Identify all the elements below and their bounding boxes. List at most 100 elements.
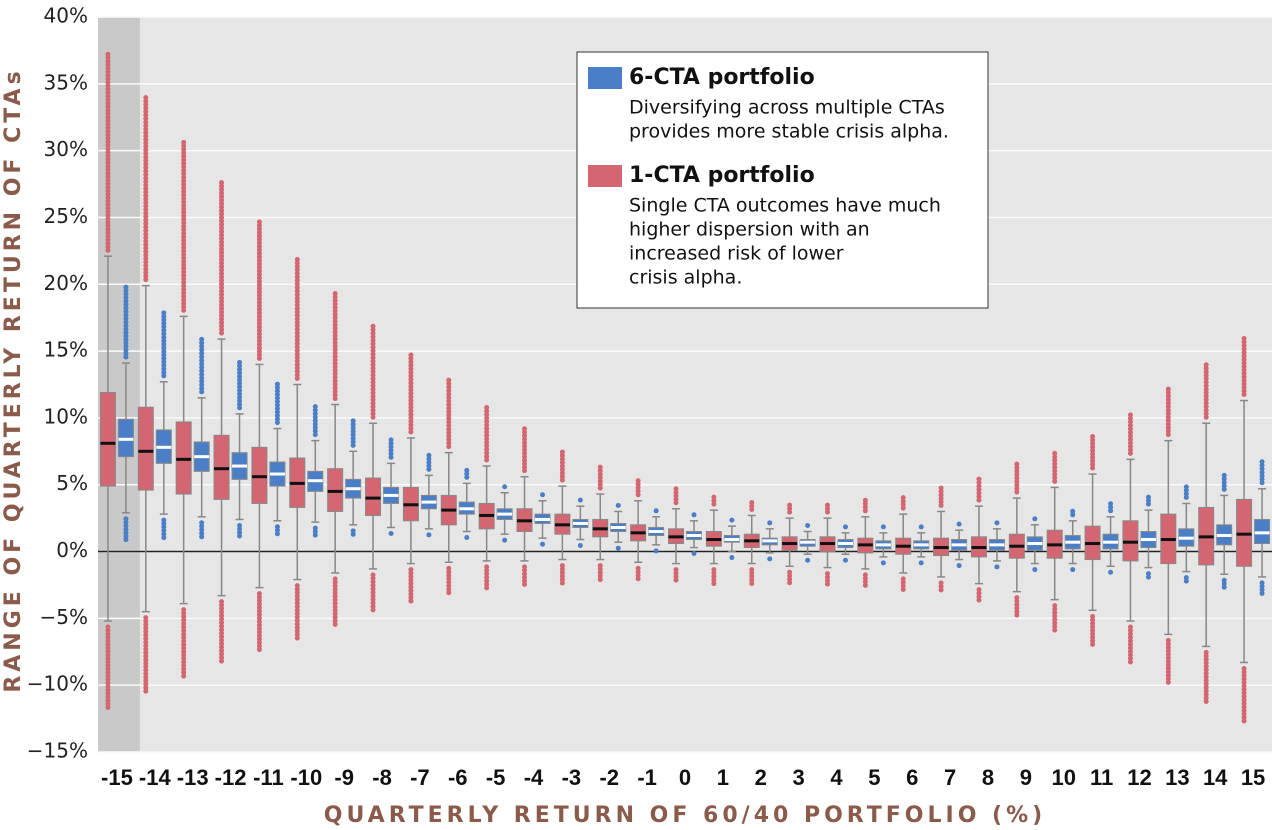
box-group [895,492,912,593]
box-group [99,50,116,714]
box-group [837,524,854,563]
legend: 6-CTA portfolio Diversifying across multi… [576,51,989,309]
x-tick-label: -9 [334,765,354,790]
box-group [781,500,798,587]
x-tick-label: -15 [101,765,133,790]
box-group [478,402,495,592]
box-group [1160,386,1177,687]
box-group [761,520,778,562]
box-group [1084,431,1101,648]
y-tick-label: −15% [27,739,88,763]
x-tick-label: 9 [1020,765,1032,790]
box-group [213,178,230,667]
x-tick-label: -11 [253,765,284,790]
box-group [1064,507,1081,575]
x-tick-label: 12 [1127,765,1151,790]
legend-swatch [588,67,622,89]
box-group [819,500,836,589]
y-tick-label: 35% [44,70,88,94]
x-tick-label: 0 [679,765,691,790]
box-group [193,333,210,543]
x-tick-label: -14 [139,765,172,790]
box-group [875,524,892,566]
box-group [630,475,647,583]
box-group [117,284,134,545]
x-tick-label: -8 [372,765,392,790]
box-group [155,309,172,543]
box-group [402,349,419,607]
box-group [289,255,306,641]
box-group [327,289,344,629]
box-group [420,452,437,538]
box-group [1254,458,1271,599]
box-group [572,495,589,549]
x-tick-label: 2 [755,765,767,790]
legend-description: increased risk of lower [629,243,844,265]
box-group [137,94,154,695]
y-tick-label: −5% [40,605,89,629]
box-group [307,400,324,539]
box-group [1046,447,1063,633]
x-tick-label: 3 [792,765,804,790]
box-group [743,496,760,588]
y-tick-label: 20% [44,271,88,295]
box-group [175,138,192,681]
x-tick-label: -6 [448,765,468,790]
box-group [610,500,627,551]
y-tick-label: 40% [44,4,88,28]
y-tick-label: 10% [44,404,88,428]
box-group [365,321,382,616]
x-tick-label: 11 [1090,765,1113,790]
y-tick-label: 0% [56,538,88,562]
x-tick-label: 10 [1051,765,1075,790]
y-axis-title: RANGE OF QUARTERLY RETURN OF CTAs [1,67,26,692]
x-tick-label: -12 [215,765,247,790]
legend-description: provides more stable crisis alpha. [629,121,949,143]
y-tick-label: −10% [27,672,88,696]
x-tick-label: -2 [599,765,619,790]
box-group [231,357,248,541]
box-group [269,379,286,539]
box-group [1236,335,1253,726]
x-tick-label: -7 [410,765,430,790]
box-group [458,467,475,540]
legend-box [576,51,989,309]
x-tick-label: 13 [1165,765,1189,790]
box-group [933,483,950,596]
x-tick-label: -5 [486,765,506,790]
box-group [668,483,684,585]
x-tick-label: 5 [868,765,880,790]
box-group [1102,500,1119,579]
legend-label: 6-CTA portfolio [629,65,815,90]
box-group [496,480,513,544]
box-group [554,446,571,587]
x-tick-label: 7 [944,765,956,790]
x-tick-label: -13 [177,765,209,790]
box [99,392,116,487]
box-group [1026,514,1043,575]
box-group [516,426,533,588]
box-group [251,218,268,653]
box-group [686,511,702,557]
box-group [799,523,816,563]
box-group [1198,360,1215,706]
box-group [440,376,457,596]
box-group [592,462,609,585]
box-group [970,474,987,605]
x-tick-label: -10 [290,765,322,790]
highlight-band [98,17,140,752]
box-group [705,492,722,589]
legend-description: Diversifying across multiple CTAs [629,97,945,119]
box-group [857,496,874,591]
box-group [951,521,968,569]
x-tick-label: -3 [562,765,582,790]
box [137,406,154,491]
legend-description: Single CTA outcomes have much [629,195,941,217]
legend-description: crisis alpha. [629,267,742,289]
y-tick-label: 25% [44,204,88,228]
box-group [383,435,400,539]
box-group [723,517,740,561]
y-tick-label: 30% [44,137,88,161]
x-tick-label: 15 [1241,765,1265,790]
